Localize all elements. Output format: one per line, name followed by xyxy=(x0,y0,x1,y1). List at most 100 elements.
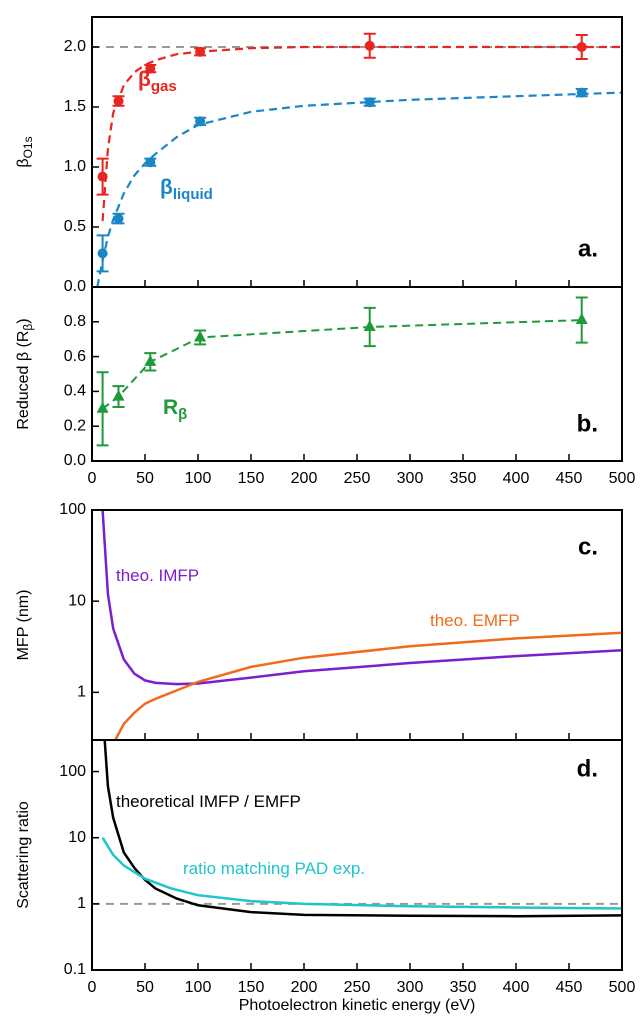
y-tick-label: 10 xyxy=(68,829,86,846)
frame xyxy=(91,16,623,288)
panel-label: b. xyxy=(577,410,598,437)
series-label: βgas xyxy=(138,68,177,95)
marker xyxy=(576,42,587,52)
y-tick-label: 100 xyxy=(59,763,86,780)
x-tick-label: 0 xyxy=(88,979,97,996)
x-tick-label: 0 xyxy=(88,470,97,487)
x-tick-label: 500 xyxy=(609,470,636,487)
y-tick-label: 1.5 xyxy=(64,98,86,115)
x-tick-label: 350 xyxy=(450,470,477,487)
series-name-sub: β xyxy=(178,406,187,423)
y-axis-label: βO1s xyxy=(15,136,35,167)
y-tick-label: 1 xyxy=(77,684,86,701)
marker xyxy=(112,389,125,401)
y-axis-label-part: Reduced β (R xyxy=(15,331,32,430)
x-tick-label: 400 xyxy=(503,979,530,996)
series-name: theo. EMFP xyxy=(430,611,520,630)
y-axis-label-sub: O1s xyxy=(21,136,35,158)
curve xyxy=(114,631,622,740)
x-tick-label: 150 xyxy=(238,470,265,487)
x-tick-label: 400 xyxy=(503,470,530,487)
curve xyxy=(101,837,622,910)
series-label: theo. EMFP xyxy=(430,611,520,630)
plot-area xyxy=(92,740,622,918)
marker xyxy=(576,87,587,98)
frame xyxy=(91,739,623,971)
marker xyxy=(144,354,157,366)
series-name-sub: gas xyxy=(151,78,177,95)
marker xyxy=(575,313,588,325)
y-tick-label: 0.0 xyxy=(64,452,86,469)
plot-area xyxy=(101,510,622,740)
y-tick-label: 10 xyxy=(68,592,86,609)
series-label: ratio matching PAD exp. xyxy=(183,859,365,878)
y-axis-label-sub: β xyxy=(21,324,35,331)
x-tick-label: 250 xyxy=(344,979,371,996)
y-tick-label: 0.4 xyxy=(64,383,86,400)
series-name: β xyxy=(138,68,151,91)
y-axis-label-part: β xyxy=(15,158,32,167)
series-name: R xyxy=(163,396,178,419)
y-tick-label: 1 xyxy=(77,895,86,912)
marker xyxy=(145,63,156,74)
x-tick-label: 200 xyxy=(291,979,318,996)
y-axis-label: MFP (nm) xyxy=(15,590,32,661)
series-label: Rβ xyxy=(163,396,187,423)
marker xyxy=(96,401,109,413)
x-tick-label: 50 xyxy=(136,979,154,996)
y-axis-label-part: MFP (nm) xyxy=(15,590,32,661)
marker xyxy=(363,320,376,332)
curve xyxy=(101,510,622,686)
x-tick-label: 200 xyxy=(291,470,318,487)
series-name: β xyxy=(160,176,173,199)
y-axis-label-part: Scattering ratio xyxy=(15,801,32,909)
x-tick-label: 300 xyxy=(397,470,424,487)
y-tick-label: 0.5 xyxy=(64,218,86,235)
y-tick-label: 100 xyxy=(59,501,86,518)
panel-label: c. xyxy=(578,533,598,560)
fit-curve xyxy=(101,45,622,222)
series-label: theoretical IMFP / EMFP xyxy=(116,792,301,811)
x-axis-label: Photoelectron kinetic energy (eV) xyxy=(239,997,476,1014)
x-tick-label: 450 xyxy=(556,979,583,996)
y-axis-label-part: ) xyxy=(15,318,32,323)
x-tick-label: 100 xyxy=(185,979,212,996)
y-tick-label: 0.6 xyxy=(64,348,86,365)
frame xyxy=(91,286,623,462)
y-tick-label: 0.1 xyxy=(64,961,86,978)
y-tick-label: 0.8 xyxy=(64,313,86,330)
series-name-sub: liquid xyxy=(173,186,213,203)
y-tick-label: 0.2 xyxy=(64,417,86,434)
y-axis-label: Reduced β (Rβ) xyxy=(15,318,35,429)
y-axis-label: Scattering ratio xyxy=(15,801,32,909)
x-tick-label: 50 xyxy=(136,470,154,487)
marker xyxy=(145,157,156,168)
marker xyxy=(195,46,206,57)
marker xyxy=(195,116,206,127)
x-tick-label: 150 xyxy=(238,979,265,996)
x-tick-label: 350 xyxy=(450,979,477,996)
x-tick-label: 100 xyxy=(185,470,212,487)
series-name: ratio matching PAD exp. xyxy=(183,859,365,878)
panel-label: a. xyxy=(578,235,598,262)
series-name: theo. IMFP xyxy=(116,566,199,585)
x-tick-label: 500 xyxy=(609,979,636,996)
marker xyxy=(113,96,124,106)
series-name: theoretical IMFP / EMFP xyxy=(116,792,301,811)
y-tick-label: 0.0 xyxy=(64,278,86,295)
x-tick-label: 300 xyxy=(397,979,424,996)
marker xyxy=(364,40,375,51)
x-tick-label: 450 xyxy=(556,470,583,487)
marker xyxy=(97,171,108,182)
y-tick-label: 1.0 xyxy=(64,158,86,175)
marker xyxy=(364,97,375,108)
marker xyxy=(194,330,207,342)
x-tick-label: 250 xyxy=(344,470,371,487)
y-tick-label: 2.0 xyxy=(64,38,86,55)
marker xyxy=(97,248,108,259)
frame xyxy=(91,509,623,741)
panel-label: d. xyxy=(577,755,598,782)
series-label: theo. IMFP xyxy=(116,566,199,585)
marker xyxy=(113,213,124,224)
